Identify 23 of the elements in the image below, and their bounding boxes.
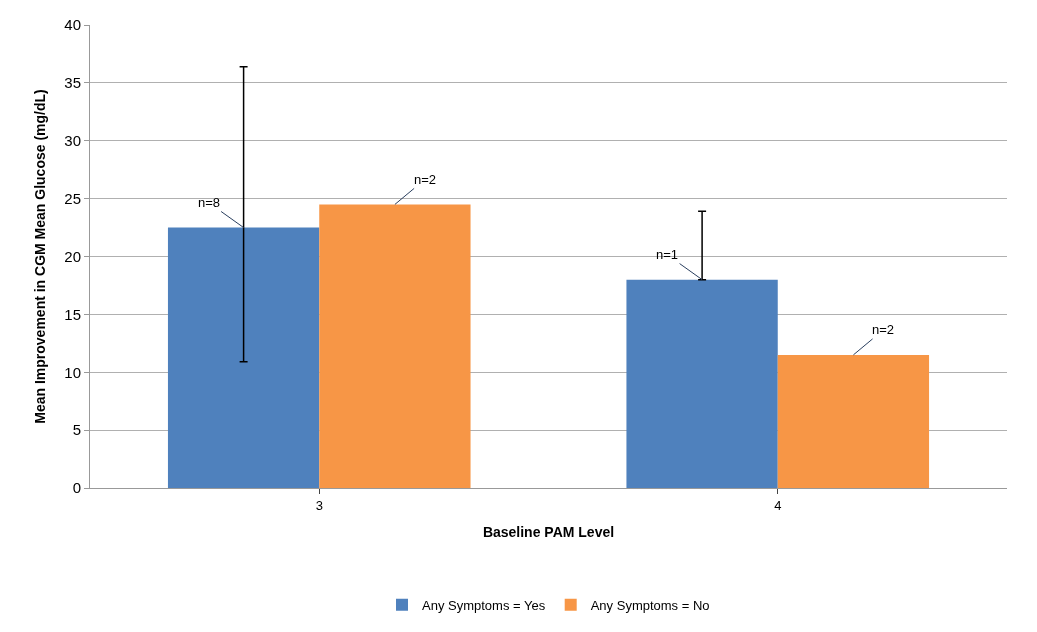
legend-label: Any Symptoms = Yes bbox=[422, 597, 546, 613]
y-tick-label: 0 bbox=[72, 479, 81, 497]
legend-label: Any Symptoms = No bbox=[590, 597, 710, 613]
y-tick-label: 20 bbox=[64, 247, 81, 265]
x-tick-label: 3 bbox=[315, 497, 323, 513]
y-tick-label: 5 bbox=[72, 421, 81, 439]
y-axis-title: Mean Improvement in CGM Mean Glucose (mg/dL) bbox=[31, 89, 48, 424]
bar bbox=[626, 279, 778, 488]
y-tick-label: 25 bbox=[64, 189, 81, 207]
annotation: n=2 bbox=[414, 172, 437, 187]
bar bbox=[319, 204, 471, 488]
y-tick-label: 35 bbox=[64, 74, 81, 92]
y-tick-label: 10 bbox=[64, 363, 81, 381]
y-tick-label: 40 bbox=[64, 16, 81, 34]
annotation: n=1 bbox=[656, 247, 679, 262]
annotation: n=2 bbox=[872, 322, 895, 337]
annotation: n=8 bbox=[198, 195, 221, 210]
y-tick-label: 15 bbox=[64, 305, 81, 323]
x-tick-label: 4 bbox=[774, 497, 782, 513]
bar bbox=[777, 354, 930, 488]
x-axis-title: Baseline PAM Level bbox=[482, 523, 615, 540]
bar bbox=[167, 227, 320, 488]
y-tick-label: 30 bbox=[64, 132, 81, 149]
